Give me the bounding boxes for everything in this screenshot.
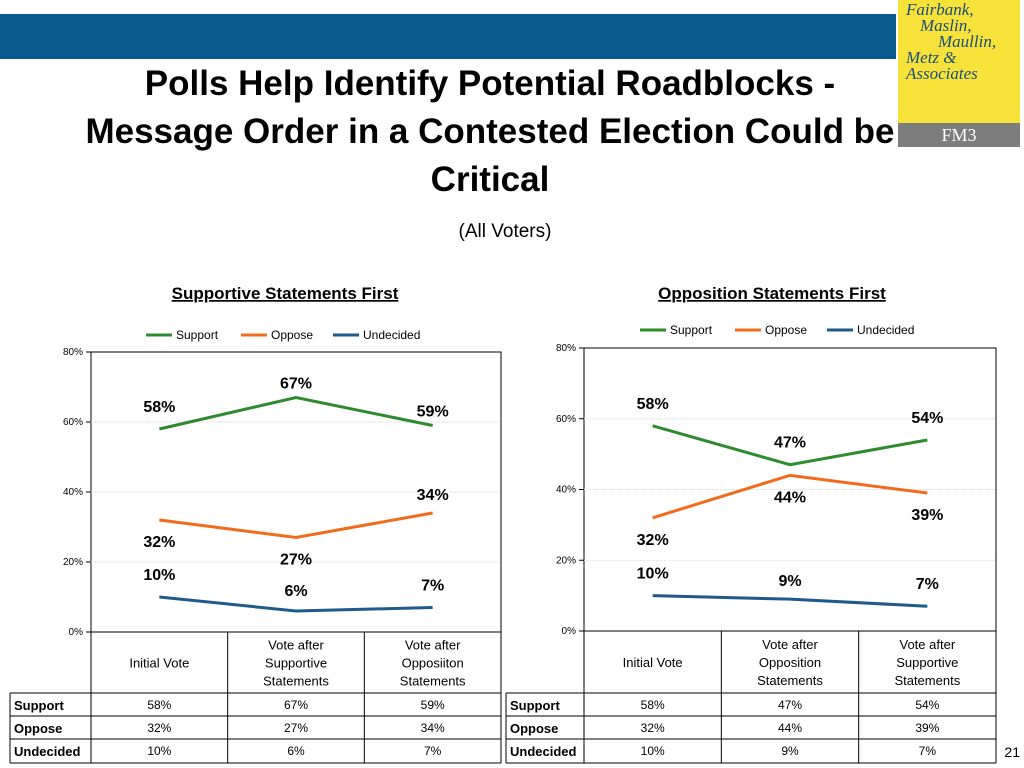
table-row-label: Support: [510, 698, 560, 713]
data-label: 47%: [774, 435, 806, 452]
data-label: 39%: [911, 507, 943, 524]
series-line-support: [158, 395, 433, 431]
data-label: 58%: [637, 396, 669, 413]
table-cell: 10%: [641, 744, 665, 758]
slide-subtitle: (All Voters): [458, 221, 552, 242]
table-cell: 54%: [915, 698, 939, 712]
data-label: 59%: [417, 404, 449, 421]
logo-line: Fairbank,: [906, 0, 974, 19]
table-cell: 6%: [287, 744, 305, 758]
category-label: Vote after Supportive Statements: [263, 638, 329, 689]
data-label: 44%: [774, 489, 806, 506]
legend-label-oppose: Oppose: [271, 328, 313, 342]
table-cell: 59%: [421, 698, 445, 712]
y-tick-label: 80%: [556, 343, 576, 354]
company-logo: Fairbank, Maslin, Maullin, Metz & Associ…: [898, 0, 1020, 147]
table-row-label: Undecided: [510, 744, 577, 759]
table-cell: 58%: [641, 698, 665, 712]
series-line-oppose: [652, 473, 928, 520]
series-line-support: [652, 424, 928, 467]
table-row-label: Undecided: [14, 744, 81, 759]
data-label: 9%: [778, 573, 801, 590]
y-tick-label: 0%: [69, 627, 84, 638]
category-label: Vote after Supportive Statements: [894, 637, 960, 688]
y-tick-label: 20%: [556, 555, 576, 566]
table-cell: 10%: [147, 744, 171, 758]
data-label: 7%: [421, 578, 444, 595]
data-label: 58%: [143, 399, 175, 416]
logo-code: FM3: [898, 123, 1020, 147]
category-label: Vote after Opposition Statements: [757, 637, 823, 688]
table-cell: 67%: [284, 698, 308, 712]
y-tick-label: 40%: [63, 487, 83, 498]
y-tick-label: 20%: [63, 557, 83, 568]
data-label: 32%: [637, 532, 669, 549]
data-label: 67%: [280, 376, 312, 393]
legend-label-oppose: Oppose: [765, 323, 807, 337]
table-cell: 34%: [421, 721, 445, 735]
y-tick-label: 60%: [63, 417, 83, 428]
legend-label-undecided: Undecided: [363, 328, 420, 342]
table-cell: 47%: [778, 698, 802, 712]
y-tick-label: 80%: [63, 347, 83, 358]
data-label: 6%: [284, 583, 307, 600]
data-label: 32%: [143, 534, 175, 551]
table-cell: 7%: [424, 744, 442, 758]
chart-title: Opposition Statements First: [658, 284, 886, 303]
table-cell: 58%: [147, 698, 171, 712]
header-bar: [0, 14, 896, 59]
page-number: 21: [1004, 744, 1020, 760]
logo-line: Maslin,: [920, 16, 972, 35]
y-tick-label: 60%: [556, 414, 576, 425]
series-line-oppose: [159, 511, 433, 540]
table-cell: 32%: [147, 721, 171, 735]
data-label: 34%: [417, 487, 449, 504]
logo-wordmark: Fairbank, Maslin, Maullin, Metz & Associ…: [906, 0, 1018, 83]
legend-label-undecided: Undecided: [857, 323, 914, 337]
table-cell: 7%: [919, 744, 937, 758]
table-cell: 9%: [781, 744, 799, 758]
category-label: Initial Vote: [129, 656, 189, 671]
logo-line: Associates: [906, 64, 978, 83]
table-cell: 32%: [641, 721, 665, 735]
table-row-label: Support: [14, 698, 64, 713]
series-line-undecided: [159, 595, 433, 613]
data-label: 7%: [916, 576, 939, 593]
table-row-label: Oppose: [14, 721, 62, 736]
legend-label-support: Support: [670, 323, 713, 337]
category-label: Vote after Opposiiton Statements: [400, 638, 466, 689]
logo-line: Maullin,: [938, 32, 997, 51]
y-tick-label: 40%: [556, 485, 576, 496]
series-line-undecided: [652, 594, 928, 608]
data-label: 10%: [143, 567, 175, 584]
y-tick-label: 0%: [562, 626, 577, 637]
table-cell: 39%: [915, 721, 939, 735]
slide-title: Polls Help Identify Potential Roadblocks…: [85, 64, 895, 199]
logo-line: Metz &: [906, 48, 957, 67]
category-label: Initial Vote: [623, 655, 683, 670]
data-label: 10%: [637, 566, 669, 583]
legend-label-support: Support: [176, 328, 219, 342]
data-label: 27%: [280, 552, 312, 569]
data-label: 54%: [911, 410, 943, 427]
table-cell: 27%: [284, 721, 308, 735]
chart-title: Supportive Statements First: [172, 284, 399, 303]
table-row-label: Oppose: [510, 721, 558, 736]
table-cell: 44%: [778, 721, 802, 735]
